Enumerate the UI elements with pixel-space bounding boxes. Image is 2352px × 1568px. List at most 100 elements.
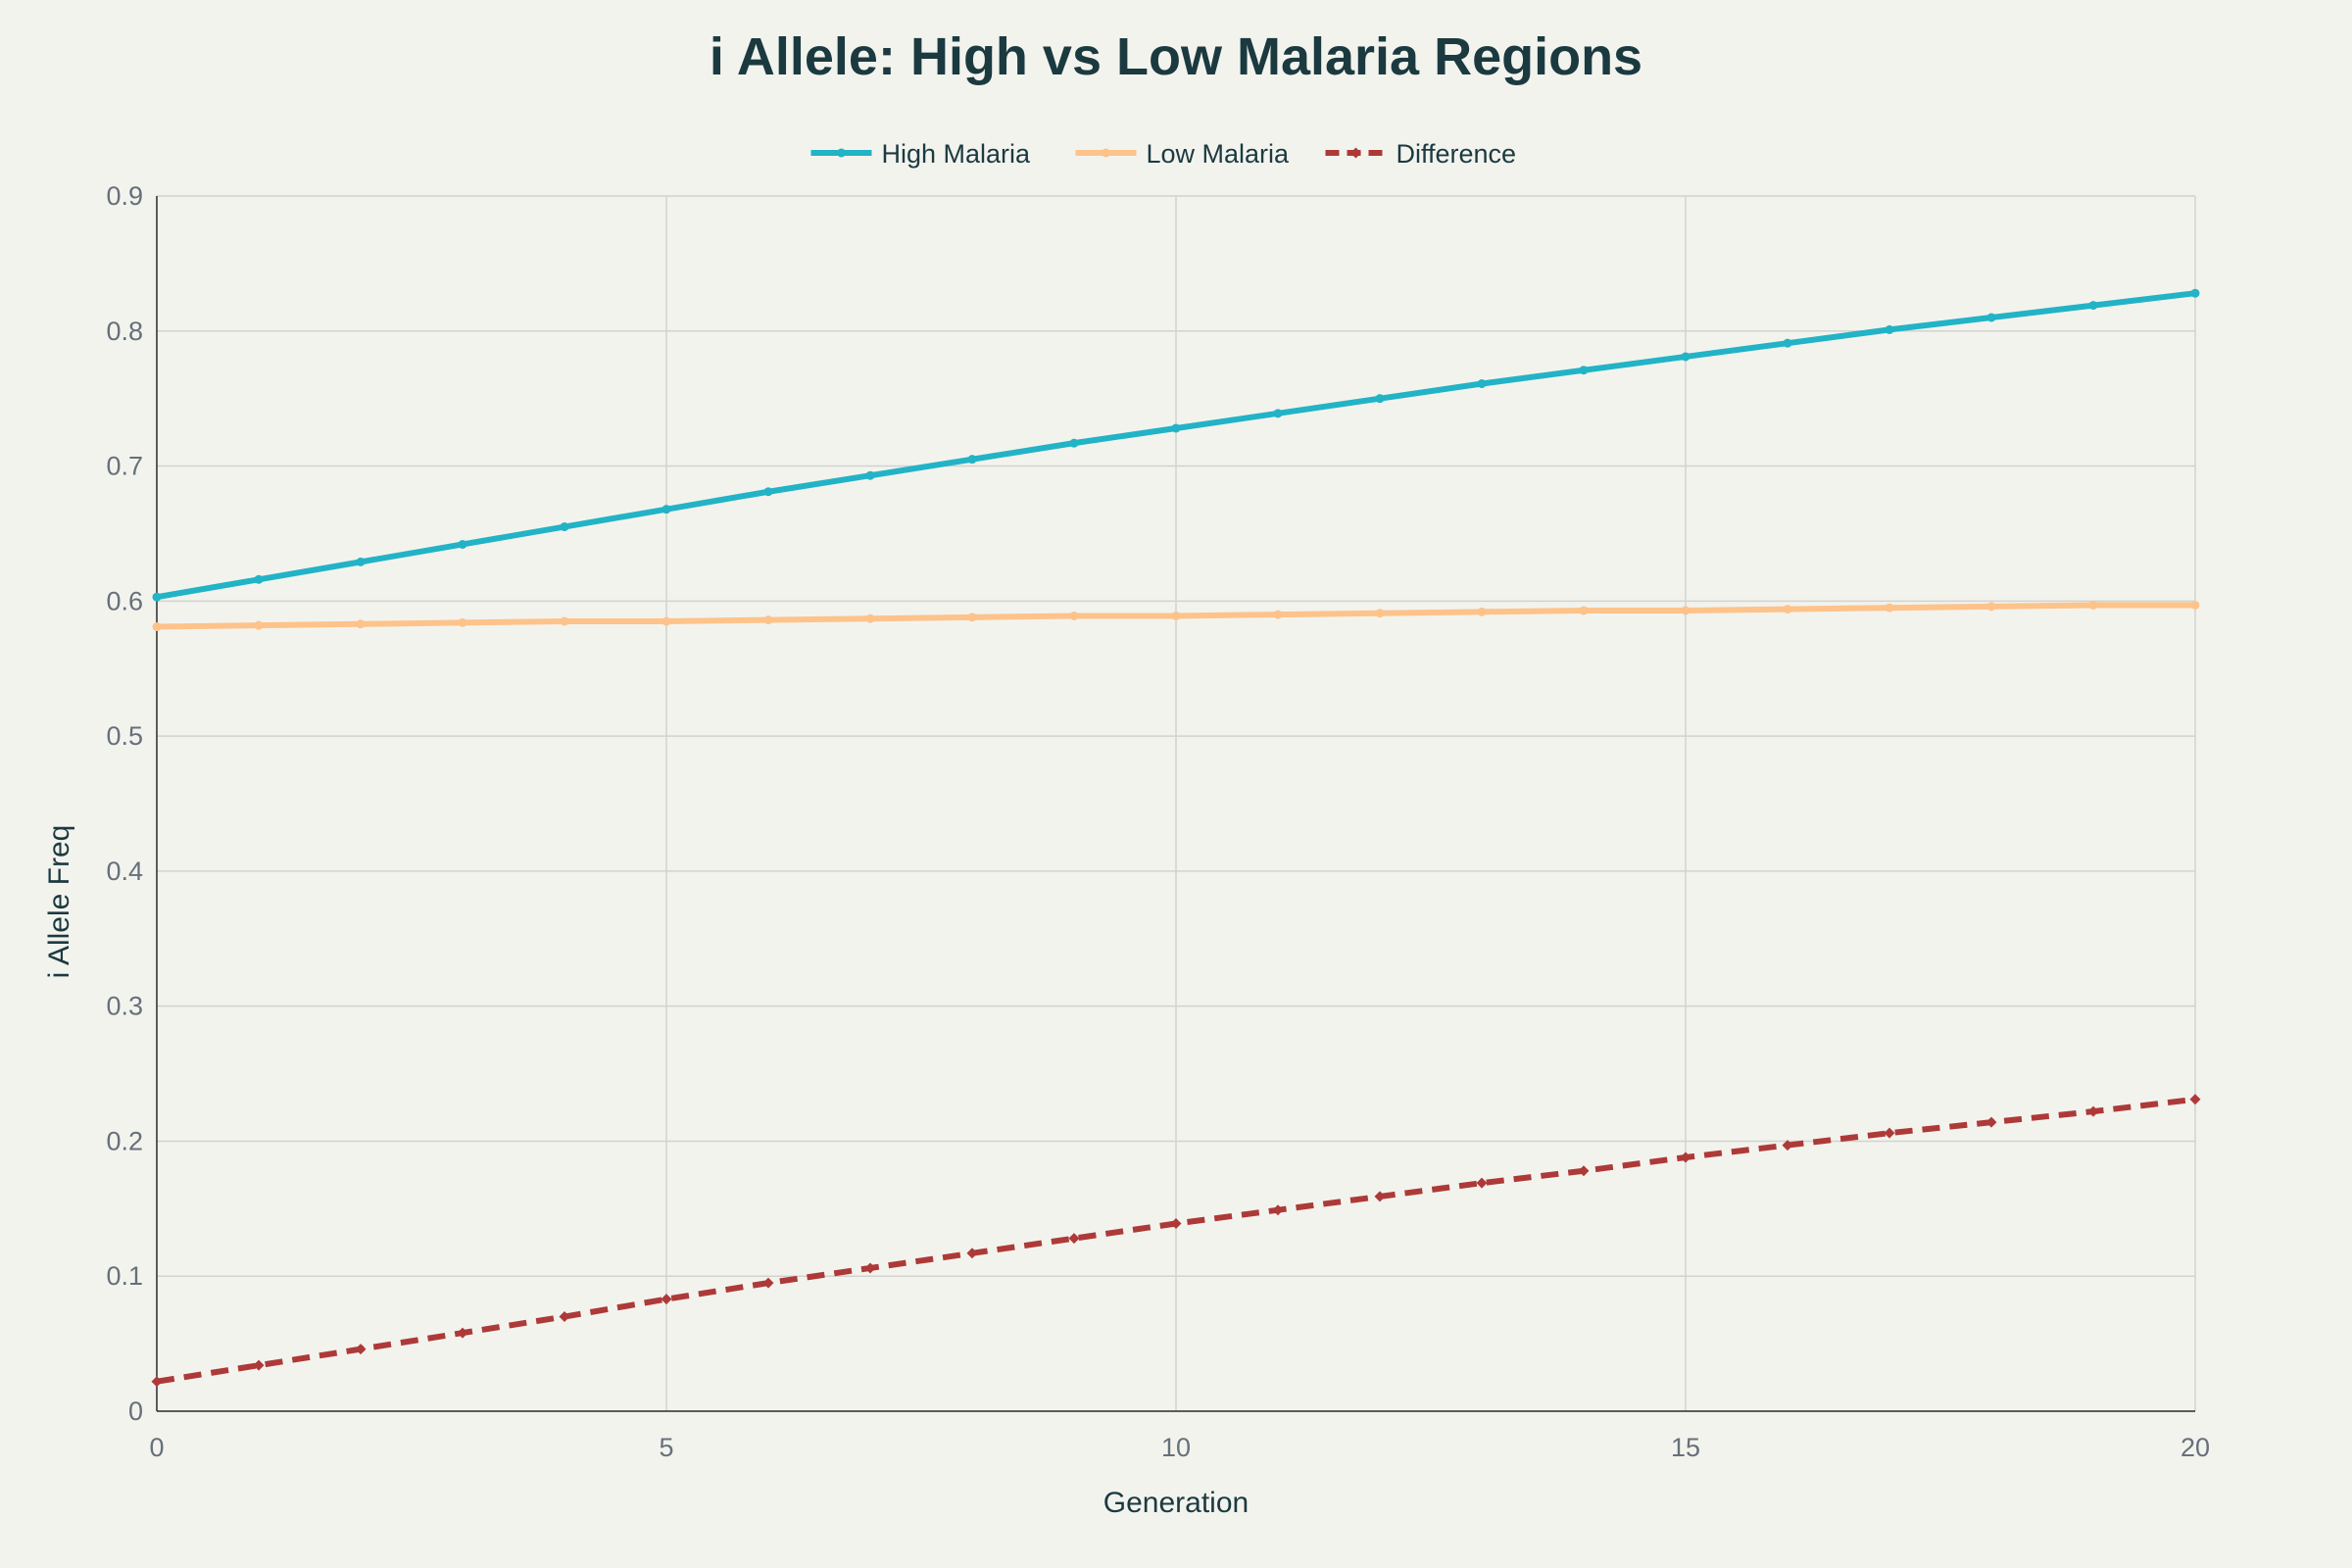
data-point-difference[interactable] (1884, 1127, 1895, 1139)
y-tick-label: 0.1 (106, 1261, 143, 1291)
series-low-malaria (152, 600, 2200, 632)
data-point-high-malaria[interactable] (1579, 366, 1589, 375)
y-tick-label: 0 (128, 1396, 143, 1426)
y-tick-label: 0.7 (106, 452, 143, 481)
data-point-low-malaria[interactable] (2088, 600, 2098, 610)
data-point-low-malaria[interactable] (1171, 611, 1181, 620)
data-point-difference[interactable] (966, 1248, 978, 1259)
chart-title: i Allele: High vs Low Malaria Regions (710, 27, 1642, 86)
data-point-difference[interactable] (762, 1277, 774, 1289)
data-point-high-malaria[interactable] (458, 539, 467, 549)
x-tick-label: 10 (1161, 1433, 1191, 1462)
tick-labels: 0 0.1 0.2 0.3 0.4 0.5 0.6 0.7 0.8 0.9 0 5 10 15 20 (106, 181, 2210, 1462)
x-tick-label: 0 (149, 1433, 164, 1462)
data-point-low-malaria[interactable] (356, 619, 366, 629)
data-point-low-malaria[interactable] (1477, 607, 1487, 616)
data-point-low-malaria[interactable] (967, 612, 977, 622)
y-tick-label: 0.4 (106, 857, 143, 886)
data-point-difference[interactable] (1272, 1204, 1284, 1216)
data-point-low-malaria[interactable] (1681, 606, 1690, 615)
legend-item-low-malaria[interactable]: Low Malaria (1075, 139, 1291, 169)
legend[interactable]: High Malaria Low Malaria Difference (810, 139, 1517, 169)
x-tick-label: 15 (1671, 1433, 1700, 1462)
data-point-high-malaria[interactable] (152, 592, 162, 602)
data-point-high-malaria[interactable] (763, 487, 773, 497)
data-point-difference[interactable] (2189, 1094, 2201, 1105)
data-point-high-malaria[interactable] (1375, 394, 1385, 404)
data-point-low-malaria[interactable] (2190, 600, 2200, 610)
data-point-low-malaria[interactable] (560, 616, 569, 626)
x-tick-label: 20 (2180, 1433, 2210, 1462)
data-point-low-malaria[interactable] (254, 620, 264, 630)
y-tick-label: 0.5 (106, 721, 143, 751)
data-point-low-malaria[interactable] (1986, 602, 1996, 612)
x-axis-title: Generation (1103, 1487, 1249, 1519)
data-point-difference[interactable] (1578, 1165, 1590, 1177)
series-difference (151, 1094, 2201, 1388)
data-point-low-malaria[interactable] (458, 617, 467, 627)
data-point-high-malaria[interactable] (967, 455, 977, 465)
series-lines (151, 288, 2201, 1388)
legend-label: Difference (1396, 139, 1517, 169)
y-tick-label: 0.8 (106, 317, 143, 346)
data-point-high-malaria[interactable] (1783, 338, 1792, 348)
data-point-high-malaria[interactable] (1885, 324, 1894, 334)
data-point-low-malaria[interactable] (1579, 606, 1589, 615)
legend-label: Low Malaria (1147, 139, 1291, 169)
data-point-low-malaria[interactable] (662, 616, 671, 626)
data-point-difference[interactable] (1476, 1177, 1488, 1189)
y-tick-label: 0.6 (106, 586, 143, 615)
legend-marker[interactable] (837, 148, 846, 158)
x-tick-label: 5 (659, 1433, 673, 1462)
data-point-difference[interactable] (355, 1344, 367, 1355)
data-point-low-malaria[interactable] (1783, 605, 1792, 614)
data-point-low-malaria[interactable] (763, 615, 773, 625)
legend-item-high-malaria[interactable]: High Malaria (810, 139, 1032, 169)
data-point-difference[interactable] (1374, 1191, 1386, 1202)
data-point-high-malaria[interactable] (1681, 352, 1690, 362)
y-tick-label: 0.2 (106, 1126, 143, 1155)
data-point-difference[interactable] (457, 1327, 468, 1339)
data-point-difference[interactable] (2087, 1105, 2099, 1117)
legend-item-difference[interactable]: Difference (1325, 139, 1517, 169)
legend-marker[interactable] (1102, 148, 1110, 158)
data-point-difference[interactable] (1782, 1140, 1793, 1152)
data-point-high-malaria[interactable] (865, 470, 875, 480)
data-point-difference[interactable] (661, 1294, 672, 1305)
data-point-high-malaria[interactable] (662, 505, 671, 514)
y-axis-title: i Allele Freq (43, 825, 75, 979)
axes (156, 196, 2195, 1412)
data-point-high-malaria[interactable] (1069, 438, 1079, 448)
data-point-high-malaria[interactable] (1477, 379, 1487, 389)
data-point-low-malaria[interactable] (1273, 610, 1283, 619)
legend-label: High Malaria (882, 139, 1032, 169)
data-point-high-malaria[interactable] (2190, 288, 2200, 298)
data-point-high-malaria[interactable] (1273, 409, 1283, 418)
data-point-high-malaria[interactable] (356, 557, 366, 566)
data-point-low-malaria[interactable] (152, 622, 162, 632)
data-point-high-malaria[interactable] (1986, 313, 1996, 322)
data-point-difference[interactable] (1985, 1116, 1997, 1128)
series-high-malaria (152, 288, 2200, 602)
grid-lines (157, 195, 2196, 1411)
data-point-difference[interactable] (1170, 1217, 1182, 1229)
data-point-low-malaria[interactable] (865, 613, 875, 623)
data-point-difference[interactable] (1068, 1233, 1080, 1245)
data-point-low-malaria[interactable] (1375, 609, 1385, 618)
data-point-low-malaria[interactable] (1069, 611, 1079, 620)
data-point-high-malaria[interactable] (560, 522, 569, 532)
data-point-difference[interactable] (559, 1311, 570, 1323)
data-point-high-malaria[interactable] (2088, 301, 2098, 311)
data-point-difference[interactable] (864, 1262, 876, 1274)
legend-marker[interactable] (1350, 147, 1361, 159)
data-point-difference[interactable] (253, 1359, 265, 1371)
y-tick-label: 0.9 (106, 181, 143, 211)
y-tick-label: 0.3 (106, 992, 143, 1021)
data-point-high-malaria[interactable] (254, 574, 264, 584)
data-point-low-malaria[interactable] (1885, 603, 1894, 612)
data-point-difference[interactable] (1680, 1152, 1691, 1163)
data-point-high-malaria[interactable] (1171, 423, 1181, 433)
data-point-difference[interactable] (151, 1376, 163, 1388)
